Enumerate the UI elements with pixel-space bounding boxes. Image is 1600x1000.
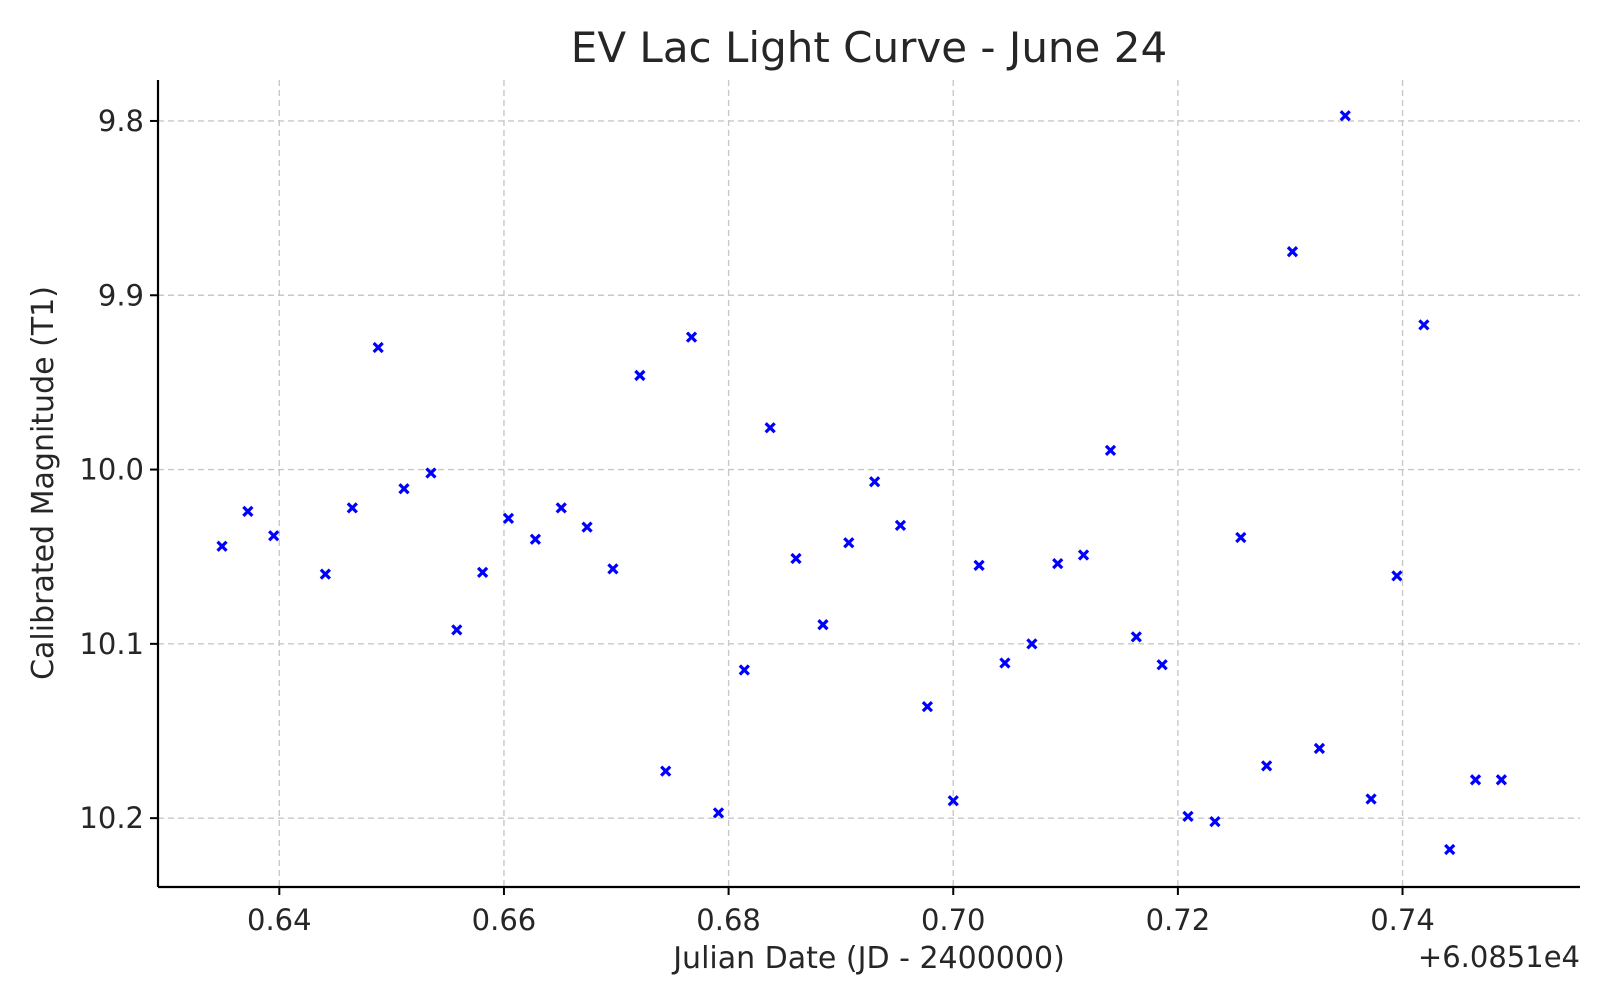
y-tick-label: 9.9	[98, 278, 144, 312]
data-point	[346, 502, 358, 514]
data-point	[398, 483, 410, 495]
data-point	[1469, 774, 1482, 786]
data-point	[1026, 638, 1038, 650]
x-axis-label: Julian Date (JD - 2400000)	[671, 941, 1065, 976]
data-point	[242, 505, 254, 518]
y-tick-label: 9.8	[98, 104, 144, 138]
data-point	[529, 533, 542, 545]
data-point	[764, 422, 776, 434]
y-tick-label: 10.1	[79, 627, 144, 661]
data-point	[843, 537, 855, 549]
data-point	[1077, 549, 1090, 561]
data-point	[1495, 774, 1508, 786]
data-point	[973, 559, 985, 572]
data-point	[216, 540, 228, 552]
data-point	[1156, 659, 1168, 671]
data-point	[1182, 810, 1194, 823]
data-point	[555, 502, 567, 514]
data-point	[581, 521, 593, 533]
data-point	[1313, 742, 1326, 755]
data-point	[1391, 570, 1403, 582]
data-point	[1260, 760, 1273, 772]
y-tick-label: 10.0	[79, 453, 144, 487]
data-point	[502, 512, 515, 524]
data-point	[738, 664, 750, 676]
data-point	[1418, 319, 1430, 331]
chart-title: EV Lac Light Curve - June 24	[571, 23, 1167, 72]
data-point	[894, 519, 907, 531]
data-point	[634, 369, 646, 382]
x-tick-label: 0.64	[247, 903, 312, 937]
data-point	[1130, 631, 1142, 643]
x-tick-label: 0.66	[472, 903, 537, 937]
y-tick-label: 10.2	[79, 801, 144, 835]
x-tick-label: 0.74	[1370, 903, 1435, 937]
data-points	[216, 110, 1508, 856]
x-tick-label: 0.68	[696, 903, 761, 937]
data-point	[268, 530, 280, 542]
data-point	[1444, 843, 1456, 856]
data-point	[999, 657, 1011, 669]
data-point	[607, 563, 619, 575]
data-point	[425, 467, 437, 479]
data-point	[712, 807, 725, 819]
x-axis-offset-label: +6.0851e4	[1418, 940, 1580, 974]
data-point	[1286, 246, 1299, 258]
data-point	[319, 568, 331, 580]
data-point	[372, 341, 384, 354]
data-point	[868, 476, 881, 488]
data-point	[1365, 793, 1377, 805]
grid	[158, 80, 1580, 887]
x-tick-label: 0.72	[1146, 903, 1211, 937]
data-point	[921, 700, 934, 713]
data-point	[476, 566, 489, 579]
axis-ticks: 0.64 0.66 0.68 0.70 0.72 0.74 9.8 9.9 10.0 10.1 10…	[79, 104, 1434, 937]
x-tick-label: 0.70	[921, 903, 986, 937]
data-point	[1339, 110, 1351, 122]
data-point	[451, 624, 463, 636]
y-axis-label: Calibrated Magnitude (T1)	[26, 286, 61, 680]
data-point	[1052, 558, 1064, 570]
data-point	[660, 765, 672, 777]
data-point	[817, 619, 829, 631]
data-point	[685, 331, 698, 343]
data-point	[1209, 816, 1221, 828]
data-point	[1235, 531, 1247, 544]
data-point	[947, 795, 959, 807]
data-point	[1104, 444, 1117, 457]
data-point	[790, 552, 802, 565]
